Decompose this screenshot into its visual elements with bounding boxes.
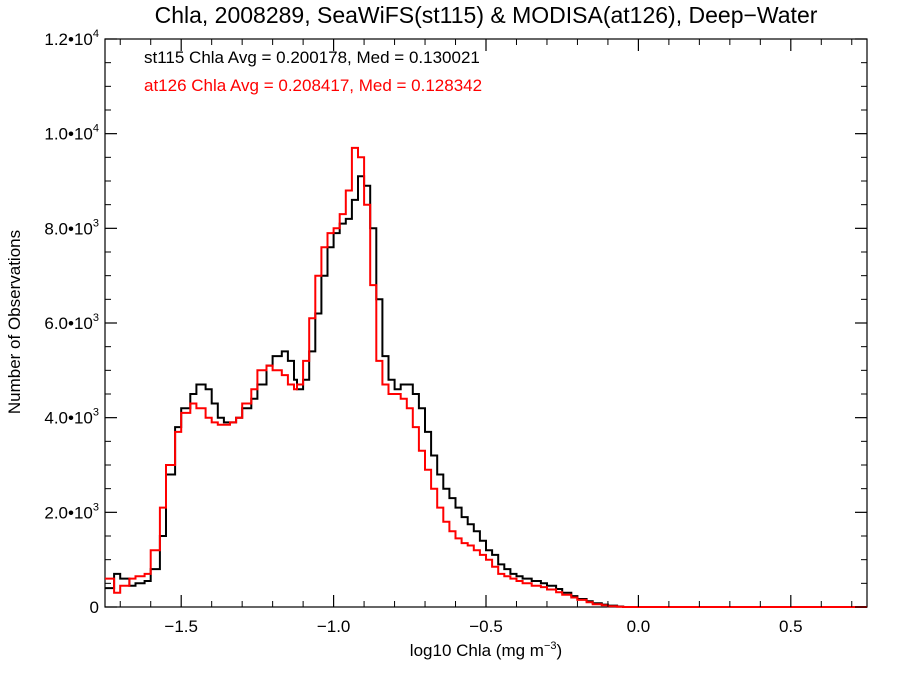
series-line-st115 <box>105 175 867 608</box>
y-tick-label: 4.0•103 <box>44 407 99 428</box>
y-tick-label: 2.0•103 <box>44 501 99 522</box>
y-tick-label: 1.2•104 <box>44 28 99 49</box>
y-tick-label: 8.0•103 <box>44 217 99 238</box>
x-axis-label-suffix: ) <box>557 641 563 660</box>
x-tick-label: −1.5 <box>164 617 198 636</box>
x-axis-label-main: log10 Chla (mg m <box>410 641 544 660</box>
annotation-st115: st115 Chla Avg = 0.200178, Med = 0.13002… <box>144 48 480 67</box>
x-tick-label: −0.5 <box>469 617 503 636</box>
x-tick-label: 0.0 <box>627 617 651 636</box>
ticks-layer: −1.5 −1.0 −0.5 0.0 0.5 0 2.0•103 4.0•103 6.0•103… <box>44 28 867 636</box>
x-axis-label: log10 Chla (mg m−3) <box>410 640 562 660</box>
y-tick-label: 0 <box>90 598 99 617</box>
x-tick-label: 0.5 <box>779 617 803 636</box>
plot-frame <box>104 38 868 608</box>
annotations-layer: st115 Chla Avg = 0.200178, Med = 0.13002… <box>144 48 482 95</box>
y-tick-label: 1.0•104 <box>44 123 99 144</box>
annotation-at126: at126 Chla Avg = 0.208417, Med = 0.12834… <box>144 76 482 95</box>
chart-title: Chla, 2008289, SeaWiFS(st115) & MODISA(a… <box>155 2 818 28</box>
y-axis-label: Number of Observations <box>5 230 24 414</box>
series-layer <box>105 146 867 608</box>
series-line-at126 <box>105 146 867 608</box>
x-axis-label-exponent: −3 <box>544 640 557 652</box>
x-tick-label: −1.0 <box>317 617 351 636</box>
y-tick-label: 6.0•103 <box>44 312 99 333</box>
